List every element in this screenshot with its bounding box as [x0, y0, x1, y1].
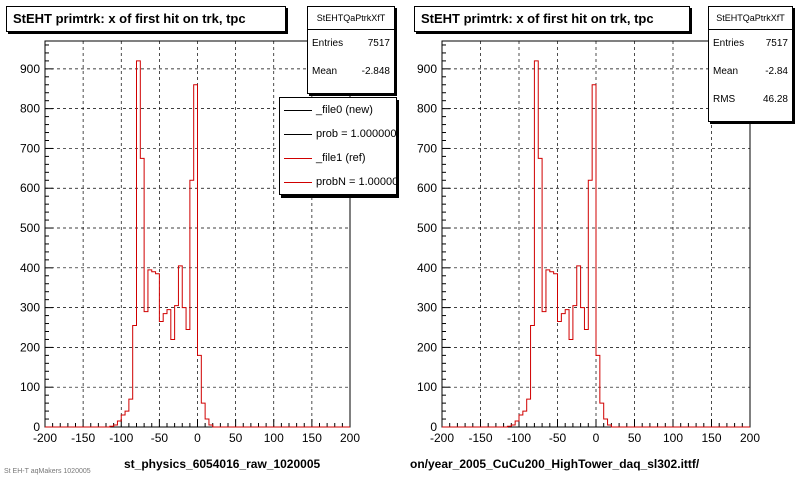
x-tick-label: 0 [194, 431, 201, 445]
legend-entry-file1: _file1 (ref) [280, 146, 396, 170]
x-tick-label: 0 [593, 431, 600, 445]
stats-value: 46.28 [762, 94, 788, 105]
y-tick-label: 600 [20, 181, 40, 195]
y-tick-label: 0 [430, 420, 437, 434]
stats-key: RMS [713, 94, 736, 105]
stats-value: -2.848 [361, 66, 390, 77]
y-tick-label: 100 [417, 380, 437, 394]
y-tick-label: 800 [20, 102, 40, 116]
x-tick-label: 200 [340, 431, 360, 445]
stats-key: Mean [312, 66, 338, 77]
left-x-axis-label: st_physics_6054016_raw_1020005 [124, 457, 321, 471]
right-stats-row-rms: RMS 46.28 [709, 86, 792, 114]
x-tick-label: 150 [701, 431, 721, 445]
left-histogram-panel: -200 -150 -100 -50 0 50 100 150 200 0 100 200 300 400… [4, 6, 397, 475]
x-tick-label: 100 [264, 431, 284, 445]
histogram-series-line [45, 60, 350, 428]
right-x-axis-label: on/year_2005_CuCu200_HighTower_daq_sl302… [410, 457, 700, 471]
legend-swatch [284, 110, 312, 111]
histogram-series-line [442, 60, 750, 428]
y-tick-label: 500 [20, 221, 40, 235]
right-stats-row-entries: Entries 7517 [709, 30, 792, 58]
y-tick-label: 300 [20, 301, 40, 315]
stats-key: Mean [713, 66, 739, 77]
stats-value: -2.84 [765, 66, 788, 77]
right-stats-box: StEHTQaPtrkXfT Entries 7517 Mean -2.84 R… [708, 6, 793, 122]
x-tick-label: -150 [468, 431, 492, 445]
y-tick-label: 400 [417, 261, 437, 275]
y-tick-label: 500 [417, 221, 437, 235]
legend-swatch [284, 158, 312, 159]
right-stats-row-mean: Mean -2.84 [709, 58, 792, 86]
x-tick-label: -100 [109, 431, 133, 445]
right-histogram-panel: -200 -150 -100 -50 0 50 100 150 200 0 100 200 300 400… [400, 0, 800, 480]
left-stats-row-mean: Mean -2.848 [308, 58, 394, 86]
x-tick-label: -50 [151, 431, 169, 445]
y-tick-label: 900 [20, 62, 40, 76]
stats-key: Entries [713, 38, 745, 49]
y-tick-label: 900 [417, 62, 437, 76]
x-tick-label: -200 [33, 431, 57, 445]
y-tick-label: 700 [417, 141, 437, 155]
x-tick-label: 50 [628, 431, 642, 445]
stats-value: 7517 [367, 38, 390, 49]
legend-label: probN = 1.000000 [316, 176, 397, 188]
y-tick-label: 0 [33, 420, 40, 434]
y-tick-label: 400 [20, 261, 40, 275]
left-stats-name: StEHTQaPtrkXfT [308, 7, 394, 30]
left-stats-row-entries: Entries 7517 [308, 30, 394, 58]
legend-entry-file0: _file0 (new) [280, 98, 396, 122]
y-tick-label: 200 [417, 340, 437, 354]
x-tick-label: -200 [430, 431, 454, 445]
left-legend: _file0 (new) prob = 1.000000 _file1 (ref… [279, 97, 397, 195]
legend-entry-probn: probN = 1.000000 [280, 170, 396, 194]
legend-swatch [284, 134, 312, 135]
right-histogram-plot: -200 -150 -100 -50 0 50 100 150 200 0 100 200 300 400… [417, 40, 760, 445]
legend-entry-prob: prob = 1.000000 [280, 122, 396, 146]
legend-label: prob = 1.000000 [316, 128, 397, 140]
legend-label: _file1 (ref) [316, 152, 366, 164]
legend-swatch [284, 182, 312, 183]
stats-value: 7517 [765, 38, 788, 49]
x-tick-label: 150 [302, 431, 322, 445]
x-tick-label: -100 [507, 431, 531, 445]
x-tick-label: 200 [740, 431, 760, 445]
y-tick-label: 300 [417, 301, 437, 315]
legend-label: _file0 (new) [316, 104, 373, 116]
x-tick-label: -50 [549, 431, 567, 445]
x-tick-label: -150 [71, 431, 95, 445]
left-stats-box: StEHTQaPtrkXfT Entries 7517 Mean -2.848 [307, 6, 395, 94]
left-corner-note: St EH-T aqMakers 1020005 [4, 468, 91, 475]
y-tick-label: 800 [417, 102, 437, 116]
right-histogram-title: StEHT primtrk: x of first hit on trk, tp… [414, 6, 690, 32]
y-tick-label: 600 [417, 181, 437, 195]
y-tick-label: 700 [20, 141, 40, 155]
x-tick-label: 50 [229, 431, 243, 445]
left-histogram-title: StEHT primtrk: x of first hit on trk, tp… [6, 6, 286, 32]
y-tick-label: 100 [20, 380, 40, 394]
right-stats-name: StEHTQaPtrkXfT [709, 7, 792, 30]
stats-key: Entries [312, 38, 344, 49]
x-tick-label: 100 [663, 431, 683, 445]
y-tick-label: 200 [20, 340, 40, 354]
